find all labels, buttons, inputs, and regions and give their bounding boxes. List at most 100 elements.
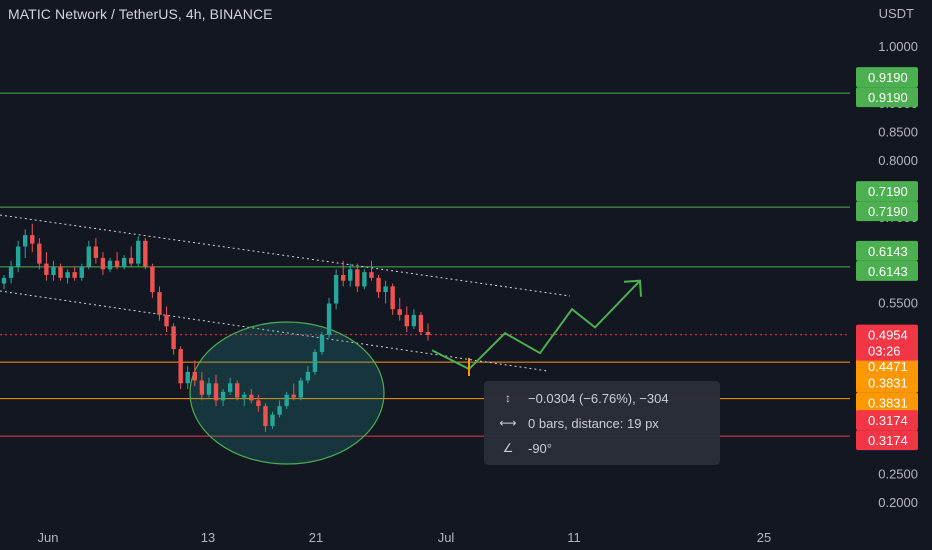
level-badge [856, 87, 918, 108]
level-badge [856, 181, 918, 202]
x-tick-label: Jul [438, 530, 455, 545]
candle-body [121, 257, 127, 267]
candle-body [235, 383, 240, 398]
level-badge-text: 0.6143 [868, 244, 908, 259]
last-price-text: 0.4954 [868, 328, 908, 343]
candle-body [418, 314, 424, 332]
angle-icon: ∠ [502, 441, 514, 455]
candle-body [355, 269, 360, 287]
candle-body [58, 266, 63, 278]
level-badge [856, 67, 918, 88]
price-change-text: −0.0304 (−6.76%), −304 [528, 390, 669, 406]
candle-body [348, 269, 353, 281]
y-tick-label: 0.2500 [878, 467, 918, 482]
angle-text: -90° [528, 440, 552, 456]
candle-body [199, 380, 205, 395]
candle-body [390, 286, 395, 310]
candle-body [107, 260, 113, 270]
candle-body [164, 314, 169, 327]
candle-body [143, 240, 148, 267]
level-badge-text: 0.7190 [868, 204, 908, 219]
angle-row: ∠ -90° [498, 437, 552, 459]
candle-body [93, 246, 99, 258]
bars-distance-row: ⟷ 0 bars, distance: 19 px [498, 412, 658, 434]
candle-body [220, 391, 226, 401]
level-badge [856, 201, 918, 222]
level-badge-text: 0.6143 [868, 264, 908, 279]
level-badge [856, 240, 918, 261]
candle-body [1, 277, 7, 284]
candle-body [65, 272, 70, 278]
y-tick-label: 0.8000 [878, 153, 918, 168]
candle-body [312, 351, 318, 372]
candle-body [326, 303, 332, 335]
candle-body [72, 272, 77, 278]
candle-body [206, 383, 212, 395]
candle-body [114, 260, 120, 267]
y-tick-label: 1.0000 [878, 39, 918, 54]
countdown-text: 03:26 [868, 344, 901, 359]
candle-body [397, 309, 402, 315]
level-badge [856, 356, 918, 377]
candle-body [23, 235, 28, 247]
candle-body [30, 235, 35, 244]
level-badge [856, 430, 918, 451]
candle-body [411, 314, 417, 327]
x-tick-label: 21 [309, 530, 323, 545]
channel-lower-line [0, 290, 549, 372]
channel-upper-line [0, 214, 571, 297]
candle-body [291, 394, 296, 398]
candle-body [15, 246, 21, 267]
candle-body [178, 349, 183, 384]
candle-body [425, 332, 431, 335]
candle-body [270, 414, 275, 427]
candle-body [362, 272, 367, 287]
candle-body [37, 243, 42, 264]
y-tick-label: 0.8500 [878, 125, 918, 140]
vertical-range-icon: ↕ [505, 391, 511, 405]
x-tick-label: 25 [757, 530, 771, 545]
candle-body [79, 266, 84, 278]
candle-body [242, 394, 247, 398]
candle-body [298, 380, 303, 398]
candle-body [249, 394, 254, 401]
candle-body [305, 371, 311, 381]
candle-body [44, 263, 49, 275]
candle-body [383, 286, 388, 293]
measure-tooltip: ↕ −0.0304 (−6.76%), −304 ⟷ 0 bars, dista… [484, 381, 720, 465]
candle-body [263, 406, 268, 427]
projection-path [431, 280, 641, 371]
candle-body [213, 383, 219, 401]
candle-body [277, 406, 282, 415]
level-badge-text: 0.3174 [868, 413, 908, 428]
x-tick-label: 13 [201, 530, 215, 545]
horizontal-range-icon: ⟷ [499, 416, 517, 430]
candle-body [319, 334, 325, 352]
candle-body [136, 240, 141, 264]
chart-title: MATIC Network / TetherUS, 4h, BINANCE [8, 6, 273, 22]
level-badge-text: 0.4471 [868, 359, 908, 374]
candle-body [86, 246, 91, 267]
candle-body [341, 275, 346, 281]
level-badge [856, 372, 918, 393]
candle-body [100, 257, 106, 270]
candle-body [51, 266, 56, 275]
level-badge-text: 0.9190 [868, 90, 908, 105]
candle-body [129, 257, 134, 264]
candle-body [333, 275, 339, 304]
currency-label: USDT [878, 6, 914, 21]
y-tick-label: 0.5500 [878, 296, 918, 311]
projection-arrow-head [623, 279, 642, 297]
candle-body [256, 400, 261, 407]
candle-body [284, 394, 289, 407]
level-badge-text: 0.3831 [868, 376, 908, 391]
level-badge-text: 0.7190 [868, 184, 908, 199]
x-tick-label: 11 [567, 530, 581, 545]
candle-body [185, 371, 190, 384]
x-tick-label: Jun [38, 530, 59, 545]
candle-body [369, 272, 374, 278]
level-badge-text: 0.3831 [868, 396, 908, 411]
level-badge-text: 0.3174 [868, 433, 908, 448]
